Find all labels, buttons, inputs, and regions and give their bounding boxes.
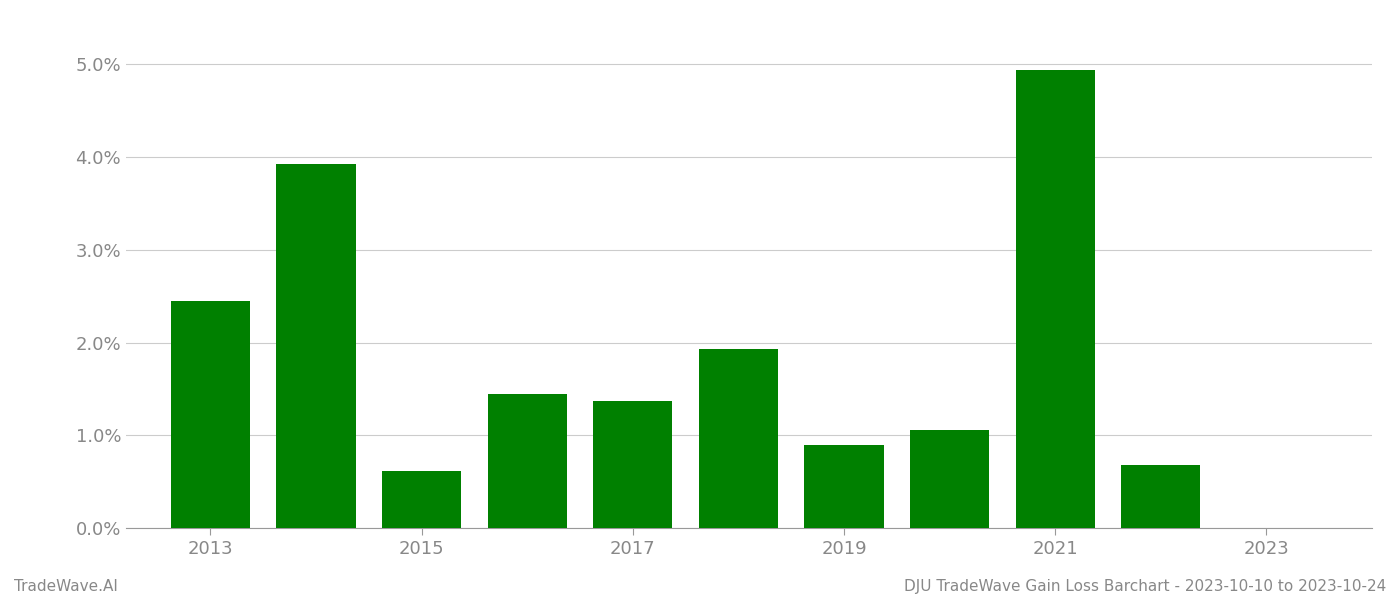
- Bar: [1015, 70, 1095, 528]
- Text: TradeWave.AI: TradeWave.AI: [14, 579, 118, 594]
- Bar: [1121, 465, 1200, 528]
- Bar: [805, 445, 883, 528]
- Text: DJU TradeWave Gain Loss Barchart - 2023-10-10 to 2023-10-24: DJU TradeWave Gain Loss Barchart - 2023-…: [904, 579, 1386, 594]
- Bar: [171, 301, 251, 528]
- Bar: [699, 349, 778, 528]
- Bar: [594, 401, 672, 528]
- Bar: [910, 430, 990, 528]
- Bar: [382, 470, 461, 528]
- Bar: [276, 164, 356, 528]
- Bar: [487, 394, 567, 528]
